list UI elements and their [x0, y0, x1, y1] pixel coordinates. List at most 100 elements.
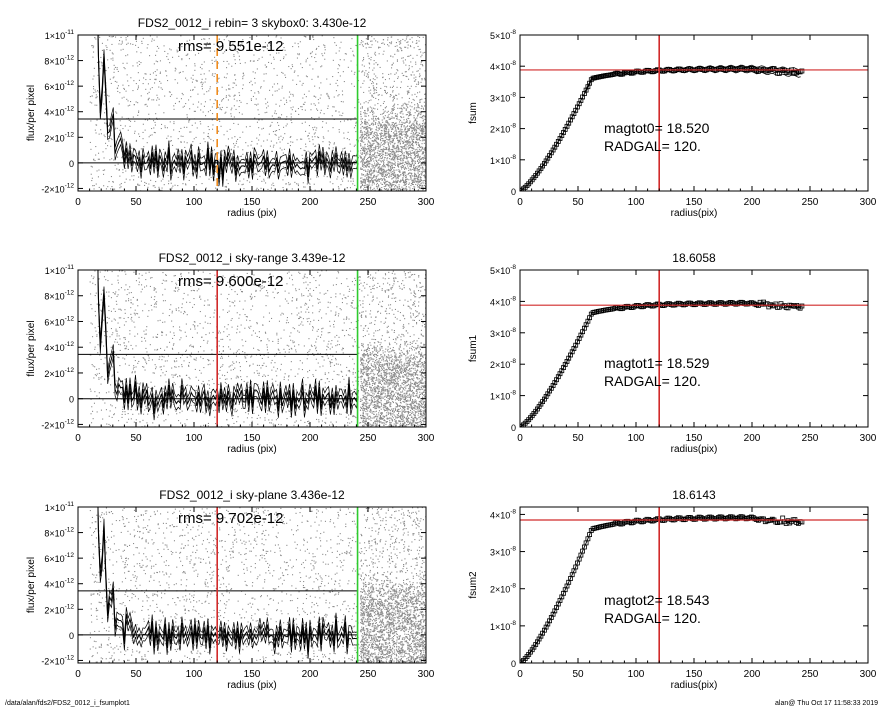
scatter-point — [296, 183, 298, 185]
scatter-point — [227, 138, 229, 140]
scatter-point — [379, 139, 381, 141]
scatter-point — [128, 300, 130, 302]
scatter-point — [404, 102, 406, 104]
scatter-point — [177, 50, 179, 52]
scatter-point — [391, 162, 393, 164]
scatter-point — [225, 96, 227, 98]
scatter-point — [213, 149, 215, 151]
scatter-point — [137, 85, 139, 87]
scatter-point — [421, 133, 423, 135]
scatter-point — [282, 49, 284, 51]
scatter-point — [383, 143, 385, 145]
scatter-point — [225, 95, 227, 97]
scatter-point — [408, 90, 410, 92]
scatter-point — [370, 40, 372, 42]
scatter-point — [419, 157, 421, 159]
scatter-point — [316, 418, 318, 420]
scatter-point — [384, 175, 386, 177]
scatter-point — [320, 66, 322, 68]
y-tick-exponent: -12 — [65, 182, 75, 189]
scatter-point — [375, 126, 377, 128]
scatter-point — [194, 326, 196, 328]
scatter-point — [360, 145, 362, 147]
scatter-point — [172, 185, 174, 187]
scatter-point — [128, 341, 130, 343]
scatter-point — [315, 129, 317, 131]
scatter-point — [385, 147, 387, 149]
scatter-point — [364, 127, 366, 129]
scatter-point — [364, 146, 366, 148]
scatter-point — [204, 413, 206, 415]
scatter-point — [239, 45, 241, 47]
scatter-point — [94, 89, 96, 91]
scatter-point — [370, 145, 372, 147]
scatter-point — [314, 189, 316, 191]
scatter-point — [412, 141, 414, 143]
scatter-point — [388, 148, 390, 150]
scatter-point — [359, 44, 361, 46]
scatter-point — [386, 60, 388, 62]
scatter-point — [261, 180, 263, 182]
scatter-point — [368, 62, 370, 64]
scatter-point — [147, 98, 149, 100]
scatter-point — [363, 180, 365, 182]
scatter-point — [418, 113, 420, 115]
scatter-point — [394, 103, 396, 105]
scatter-point — [137, 46, 139, 48]
scatter-point — [358, 101, 360, 103]
scatter-point — [368, 181, 370, 183]
scatter-point — [391, 158, 393, 160]
scatter-point — [291, 188, 293, 190]
scatter-point — [339, 65, 341, 67]
scatter-point — [197, 93, 199, 95]
scatter-point — [370, 123, 372, 125]
scatter-point — [362, 82, 364, 84]
scatter-point — [90, 304, 92, 306]
scatter-point — [103, 185, 105, 187]
scatter-point — [424, 179, 426, 181]
scatter-point — [145, 103, 147, 105]
scatter-point — [392, 167, 394, 169]
scatter-point — [408, 92, 410, 94]
scatter-point — [376, 181, 378, 183]
scatter-point — [387, 166, 389, 168]
scatter-point — [130, 77, 132, 79]
scatter-point — [314, 57, 316, 59]
scatter-point — [372, 110, 374, 112]
scatter-point — [406, 133, 408, 135]
scatter-point — [120, 381, 122, 383]
scatter-point — [417, 105, 419, 107]
scatter-point — [363, 158, 365, 160]
scatter-point — [375, 170, 377, 172]
scatter-point — [296, 57, 298, 59]
scatter-point — [209, 323, 211, 325]
scatter-point — [393, 108, 395, 110]
scatter-point — [366, 159, 368, 161]
scatter-point — [155, 149, 157, 151]
scatter-point — [422, 168, 424, 170]
scatter-point — [265, 305, 267, 307]
scatter-point — [389, 136, 391, 138]
scatter-point — [100, 133, 102, 135]
scatter-point — [203, 93, 205, 95]
scatter-point — [377, 163, 379, 165]
scatter-point — [263, 140, 265, 142]
scatter-point — [284, 373, 286, 375]
scatter-point — [361, 160, 363, 162]
scatter-point — [201, 68, 203, 70]
scatter-point — [208, 70, 210, 72]
scatter-point — [321, 35, 323, 37]
scatter-point — [409, 153, 411, 155]
scatter-point — [393, 181, 395, 183]
scatter-point — [417, 315, 419, 317]
scatter-point — [384, 135, 386, 137]
scatter-point — [115, 127, 117, 129]
scatter-point — [381, 160, 383, 162]
scatter-point — [192, 346, 194, 348]
scatter-point — [234, 82, 236, 84]
scatter-point — [189, 44, 191, 46]
scatter-point — [399, 400, 401, 402]
scatter-point — [288, 66, 290, 68]
scatter-point — [400, 162, 402, 164]
scatter-point — [373, 121, 375, 123]
